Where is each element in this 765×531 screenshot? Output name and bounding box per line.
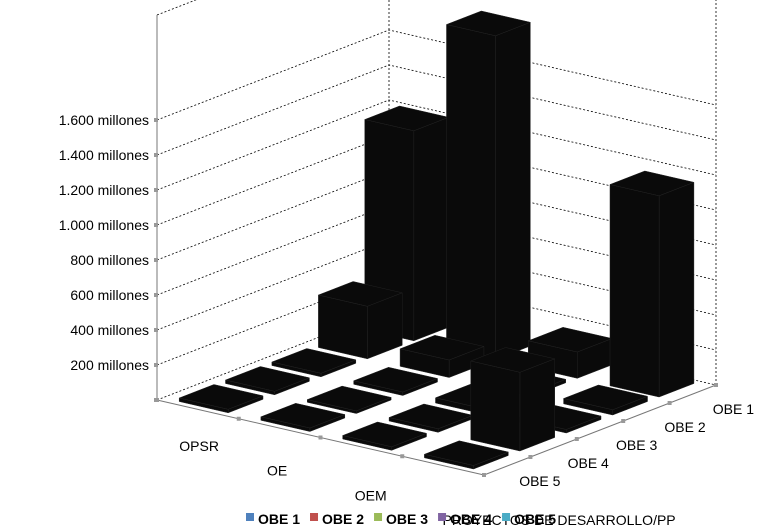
- y-tick-label-6: 1.400 millones: [59, 147, 149, 163]
- legend-item-obe-4: OBE 4: [438, 511, 492, 527]
- y-tick-mark-3: [154, 293, 158, 297]
- bar-top: [445, 10, 532, 37]
- depth-tick-mark-5: [714, 383, 718, 387]
- y-tick-label-2: 600 millones: [70, 287, 149, 303]
- bar-obe-5-opsr: [178, 384, 264, 414]
- legend-label-obe-2: OBE 2: [322, 511, 364, 527]
- bar-obe-3-opsr: [271, 348, 357, 378]
- y-tick-mark-6: [154, 188, 158, 192]
- y-tick-mark-2: [154, 328, 158, 332]
- axes: [154, 15, 718, 477]
- bar-side: [413, 116, 449, 342]
- bar-side: [519, 358, 555, 452]
- bars: [178, 10, 695, 470]
- bar-top: [178, 384, 264, 410]
- depth-label-obe-3: OBE 3: [616, 437, 657, 453]
- legend-swatch-obe-4: [438, 513, 447, 521]
- y-tick-mark-8: [154, 118, 158, 122]
- depth-label-obe-1: OBE 1: [713, 401, 754, 417]
- bar-top: [306, 385, 392, 412]
- bar-side: [658, 181, 695, 398]
- gridline-8: [156, 29, 717, 121]
- legend-label-obe-5: OBE 5: [514, 511, 556, 527]
- y-tick-label-4: 1.000 millones: [59, 217, 149, 233]
- bar-obe-1-oe: [445, 10, 532, 360]
- bar-front: [609, 184, 660, 398]
- y-tick-label-5: 1.200 millones: [59, 182, 149, 198]
- bar-obe-4-oe: [306, 385, 392, 414]
- x-tick-mark-3: [400, 454, 405, 459]
- bar-obe-4-proyectos-de-desarrollo-pp: [469, 347, 556, 452]
- depth-label-obe-2: OBE 2: [664, 419, 705, 435]
- y-tick-mark-1: [154, 363, 158, 367]
- legend-item-obe-3: OBE 3: [374, 511, 428, 527]
- depth-label-obe-4: OBE 4: [568, 455, 609, 471]
- y-tick-label-0: 200 millones: [70, 357, 149, 373]
- bar-top: [423, 440, 510, 466]
- x-axis-categories: OPSR OE OEM PROYECTOS DE DESARROLLO/PP: [179, 438, 675, 528]
- y-axis-ticks: 200 millones 400 millones 600 millones 800 …: [59, 112, 149, 373]
- legend-swatch-obe-2: [310, 513, 319, 521]
- y-tick-mark-0: [154, 398, 158, 402]
- bar-front: [446, 24, 496, 360]
- legend-swatch-obe-5: [502, 513, 511, 521]
- gridline-9: [156, 0, 716, 16]
- bar-obe-5-oem: [341, 421, 428, 451]
- bar-top: [260, 403, 346, 429]
- legend-swatch-obe-3: [374, 513, 383, 521]
- bar-top: [271, 348, 357, 374]
- bar-top: [469, 347, 556, 373]
- legend-swatch-obe-1: [246, 513, 254, 521]
- depth-tick-mark-2: [574, 437, 579, 441]
- bar-top: [224, 366, 311, 392]
- legend-item-obe-2: OBE 2: [310, 511, 364, 527]
- depth-tick-mark-0: [482, 473, 486, 477]
- x-category-label-oem: OEM: [355, 487, 387, 503]
- bar-obe-3-oe: [352, 367, 439, 396]
- bar-top: [562, 384, 649, 411]
- y-tick-mark-4: [154, 258, 158, 262]
- legend-label-obe-3: OBE 3: [386, 511, 428, 527]
- y-tick-mark-5: [154, 223, 158, 227]
- legend: OBE 1 OBE 2 OBE 3 OBE 4 OBE 5: [246, 511, 556, 527]
- bar-side: [495, 21, 531, 360]
- legend-label-obe-4: OBE 4: [450, 511, 492, 527]
- bar-obe-5-proyectos-de-desarrollo-pp: [423, 440, 510, 470]
- x-category-label-oe: OE: [267, 463, 287, 479]
- legend-item-obe-5: OBE 5: [502, 511, 556, 527]
- depth-axis-labels: OBE 1 OBE 2 OBE 3 OBE 4 OBE 5: [519, 401, 754, 489]
- bar-obe-2-opsr: [317, 281, 404, 360]
- depth-tick-mark-4: [667, 401, 672, 405]
- depth-label-obe-5: OBE 5: [519, 473, 560, 489]
- bar-obe-2-proyectos-de-desarrollo-pp: [562, 384, 649, 416]
- bar-top: [317, 281, 404, 307]
- y-tick-mark-7: [154, 153, 158, 157]
- bar-top: [341, 421, 428, 448]
- bar-obe-4-opsr: [224, 366, 311, 396]
- depth-tick-mark-1: [528, 455, 533, 459]
- bar-top: [352, 367, 439, 393]
- legend-item-obe-1: OBE 1: [246, 511, 300, 527]
- y-tick-label-3: 800 millones: [70, 252, 149, 268]
- x-category-label-opsr: OPSR: [179, 438, 219, 454]
- legend-label-obe-1: OBE 1: [258, 511, 300, 527]
- x-tick-mark-2: [318, 435, 323, 440]
- bar-top: [399, 335, 485, 361]
- depth-tick-mark-3: [621, 419, 626, 423]
- x-tick-mark-1: [236, 416, 241, 421]
- bar-obe-1-proyectos-de-desarrollo-pp: [609, 170, 695, 398]
- bar-top: [609, 170, 695, 197]
- x-category-label-proyectos-de-desarrollo-pp: PROYECTOS DE DESARROLLO/PP: [443, 512, 676, 528]
- y-tick-label-7: 1.600 millones: [59, 112, 149, 128]
- bar-obe-5-oe: [260, 403, 346, 432]
- bar-front: [470, 360, 521, 452]
- y-tick-label-1: 400 millones: [70, 322, 149, 338]
- depth-axis-line: [483, 384, 717, 476]
